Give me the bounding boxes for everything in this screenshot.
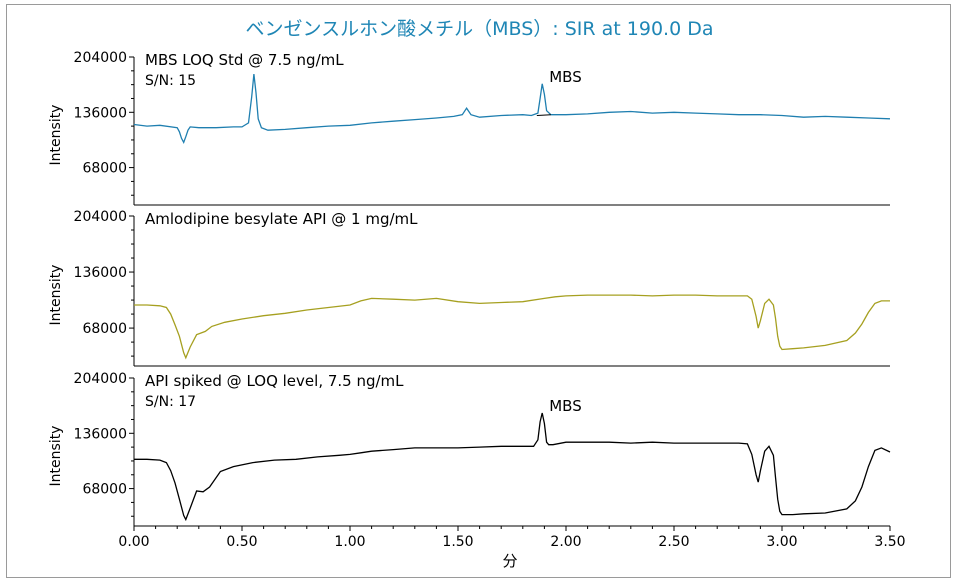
y-tick-label: 68000 [82, 161, 127, 177]
y-tick-label: 204000 [74, 50, 127, 66]
chart-title: ベンゼンスルホン酸メチル（MBS）: SIR at 190.0 Da [245, 18, 714, 40]
y-tick-label: 68000 [82, 482, 127, 498]
y-tick-label: 136000 [74, 105, 127, 121]
peak-label: MBS [549, 68, 582, 86]
series-line [133, 74, 891, 144]
y-tick-label: 204000 [74, 371, 127, 387]
y-tick-label: 136000 [74, 265, 127, 281]
x-axis-label: 分 [502, 552, 517, 570]
x-tick-label: 0.00 [118, 534, 149, 550]
x-tick-label: 2.50 [658, 534, 689, 550]
figure-frame [6, 4, 951, 578]
series-line [134, 412, 891, 522]
x-tick-label: 1.00 [334, 534, 365, 550]
x-tick-label: 3.00 [766, 534, 797, 550]
signal-to-noise-label: S/N: 15 [145, 73, 196, 89]
series-line [134, 294, 890, 360]
y-tick-label: 204000 [74, 209, 127, 225]
x-tick-label: 1.50 [442, 534, 473, 550]
x-tick-label: 0.50 [226, 534, 257, 550]
x-tick-label: 3.50 [874, 534, 905, 550]
peak-baseline [536, 114, 551, 117]
panel-label: MBS LOQ Std @ 7.5 ng/mL [145, 51, 344, 69]
y-axis-label: Intensity [48, 426, 64, 487]
y-tick-label: 136000 [74, 426, 127, 442]
y-axis-label: Intensity [48, 105, 64, 166]
panel-label: API spiked @ LOQ level, 7.5 ng/mL [145, 372, 404, 390]
y-tick-label: 68000 [82, 321, 127, 337]
signal-to-noise-label: S/N: 17 [145, 394, 196, 410]
x-tick-label: 2.00 [550, 534, 581, 550]
panel-label: Amlodipine besylate API @ 1 mg/mL [145, 210, 418, 228]
y-axis-label: Intensity [48, 265, 64, 326]
peak-label: MBS [549, 397, 582, 415]
